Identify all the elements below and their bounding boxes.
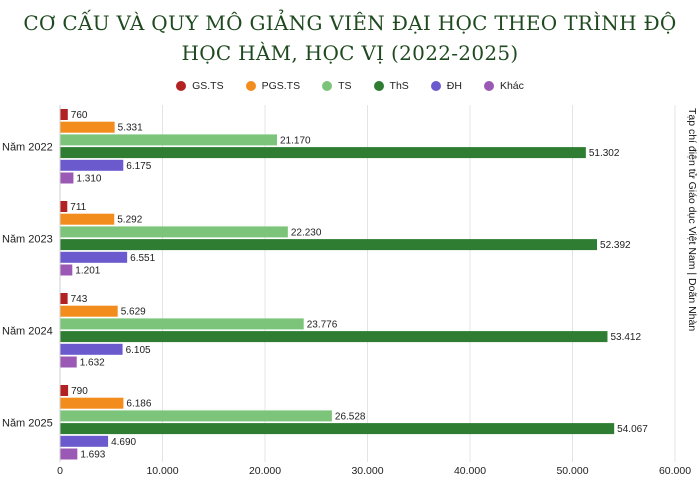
bar	[60, 293, 68, 304]
bar	[60, 121, 115, 133]
data-label: 52.392	[600, 240, 631, 251]
bar	[60, 397, 124, 409]
data-label: 6.186	[126, 399, 151, 410]
legend-swatch	[322, 81, 333, 91]
legend-swatch	[483, 81, 494, 91]
bar	[60, 435, 109, 447]
data-label: 23.776	[307, 319, 338, 330]
category-label: Năm 2024	[2, 325, 53, 337]
category-label: Năm 2022	[2, 141, 53, 153]
legend-label: GS.TS	[192, 80, 224, 92]
data-label: 5.629	[121, 307, 146, 318]
chart-title: CƠ CẤU VÀ QUY MÔ GIẢNG VIÊN ĐẠI HỌC THEO…	[0, 8, 700, 68]
bar	[60, 226, 288, 238]
data-label: 1.693	[80, 450, 105, 461]
data-label: 6.551	[130, 253, 155, 264]
bar	[60, 109, 68, 120]
bar	[60, 448, 78, 460]
bar	[60, 410, 332, 422]
legend-swatch	[245, 81, 256, 91]
bar	[60, 239, 598, 251]
x-tick-label: 30.000	[351, 465, 383, 477]
bar	[60, 305, 118, 317]
data-label: 6.105	[126, 345, 151, 356]
bar	[60, 318, 304, 330]
data-label: 21.170	[280, 135, 311, 146]
legend-label: ĐH	[446, 80, 462, 92]
data-label: 51.302	[589, 148, 620, 159]
legend-item: GS.TS	[176, 80, 224, 92]
category-label: Năm 2023	[2, 233, 53, 245]
data-label: 1.310	[76, 174, 101, 185]
bar	[60, 134, 277, 146]
bar	[60, 385, 69, 396]
bar	[60, 251, 128, 263]
bar	[60, 264, 73, 276]
data-label: 5.292	[117, 215, 142, 226]
bar	[60, 147, 586, 159]
data-label: 4.690	[111, 437, 136, 448]
legend-swatch	[176, 81, 187, 91]
data-label: 743	[71, 294, 88, 305]
bar	[60, 201, 68, 212]
data-label: 6.175	[126, 161, 151, 172]
data-label: 26.528	[335, 411, 366, 422]
data-label: 711	[70, 202, 86, 213]
legend-swatch	[430, 81, 441, 91]
chart-title-line2: HỌC HÀM, HỌC VỊ (2022-2025)	[181, 41, 519, 65]
legend-swatch	[373, 81, 384, 91]
source-credit: Tạp chí điện tử Giáo dục Việt Nam | Doãn…	[686, 108, 698, 332]
legend-label: ThS	[389, 80, 409, 92]
legend-item: ĐH	[430, 80, 462, 92]
data-label: 790	[71, 386, 88, 397]
bar	[60, 423, 615, 435]
data-label: 22.230	[291, 227, 322, 238]
legend-item: Khác	[483, 80, 524, 92]
chart-legend: GS.TS PGS.TS TS ThS ĐH Khác	[0, 80, 700, 92]
x-tick-label: 0	[57, 465, 63, 477]
legend-item: PGS.TS	[245, 80, 301, 92]
x-tick-label: 50.000	[556, 465, 588, 477]
chart-title-line1: CƠ CẤU VÀ QUY MÔ GIẢNG VIÊN ĐẠI HỌC THEO…	[23, 11, 677, 35]
bar	[60, 172, 74, 184]
x-tick-label: 20.000	[249, 465, 281, 477]
legend-item: ThS	[373, 80, 409, 92]
legend-item: TS	[322, 80, 352, 92]
legend-label: PGS.TS	[261, 80, 301, 92]
x-tick-label: 40.000	[454, 465, 486, 477]
data-label: 1.201	[75, 266, 100, 277]
bar	[60, 343, 123, 355]
bar	[60, 331, 608, 343]
x-tick-label: 60.000	[659, 465, 691, 477]
legend-label: Khác	[499, 80, 524, 92]
bar	[60, 356, 77, 368]
category-label: Năm 2025	[2, 417, 53, 429]
data-label: 54.067	[617, 424, 648, 435]
legend-label: TS	[338, 80, 352, 92]
data-label: 1.632	[80, 358, 105, 369]
bar	[60, 159, 124, 171]
data-label: 53.412	[610, 332, 641, 343]
data-label: 5.331	[118, 123, 143, 134]
data-label: 760	[71, 110, 88, 121]
bar	[60, 213, 115, 225]
x-tick-label: 10.000	[146, 465, 178, 477]
